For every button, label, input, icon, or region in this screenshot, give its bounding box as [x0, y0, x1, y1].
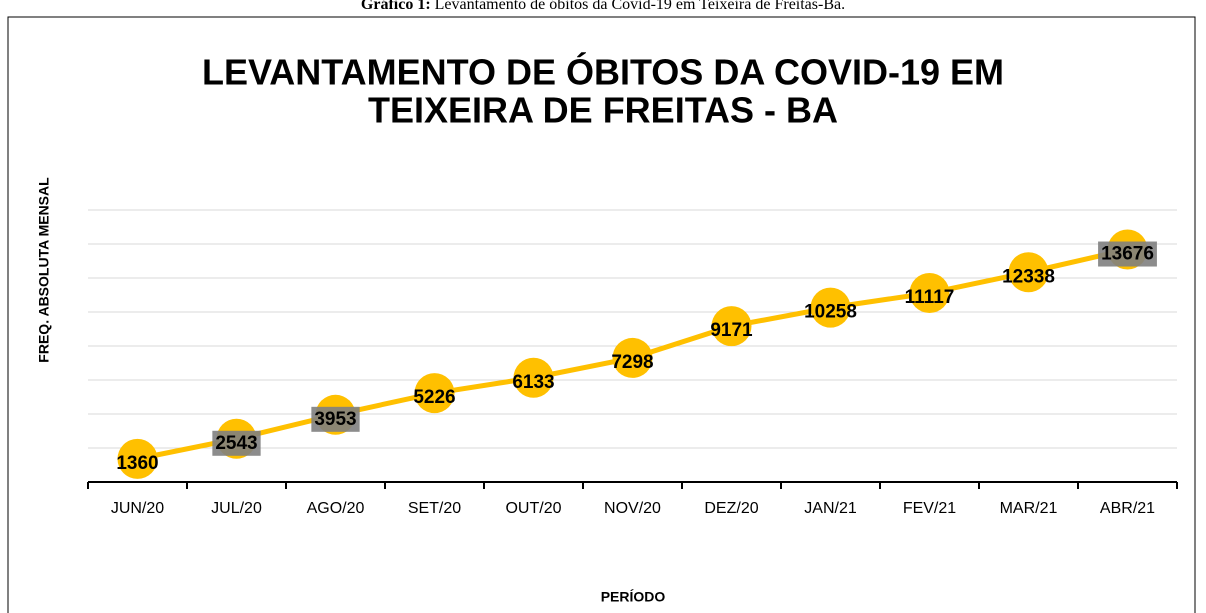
- data-label: 12338: [1002, 266, 1055, 287]
- data-label: 10258: [804, 302, 857, 323]
- x-tick-label: JUL/20: [211, 500, 262, 517]
- caption: Gráfico 1: Levantamento de óbitos da Cov…: [361, 0, 845, 13]
- x-tick-label: SET/20: [408, 500, 461, 517]
- data-label-box: [311, 406, 360, 432]
- x-tick-label: FEV/21: [903, 500, 956, 517]
- marker: [810, 287, 851, 328]
- data-label-box: [212, 430, 261, 456]
- data-label: 6133: [512, 372, 554, 393]
- chart-title: LEVANTAMENTO DE ÓBITOS DA COVID-19 EM: [202, 51, 1004, 93]
- x-axis-label: PERÍODO: [601, 589, 666, 605]
- data-label: 3953: [314, 409, 356, 430]
- x-tick-label: MAR/21: [1000, 500, 1058, 517]
- caption-text: Levantamento de óbitos da Covid-19 em Te…: [435, 0, 845, 13]
- data-label: 11117: [905, 287, 955, 308]
- marker: [711, 306, 752, 347]
- x-tick-label: JAN/21: [804, 500, 857, 517]
- marker: [513, 357, 554, 398]
- chart-frame: [7, 16, 1196, 613]
- x-tick-label: DEZ/20: [704, 500, 758, 517]
- marker: [909, 273, 950, 314]
- chart-title: TEIXEIRA DE FREITAS - BA: [368, 90, 838, 131]
- data-label: 7298: [611, 352, 653, 373]
- x-tick-label: AGO/20: [307, 500, 365, 517]
- x-tick-label: NOV/20: [604, 500, 661, 517]
- x-tick-label: JUN/20: [111, 500, 164, 517]
- x-tick-label: ABR/21: [1100, 500, 1155, 517]
- x-tick-label: OUT/20: [505, 500, 561, 517]
- marker: [612, 337, 653, 378]
- data-label: 2543: [215, 433, 257, 454]
- data-label: 9171: [710, 320, 753, 341]
- data-label: 1360: [116, 453, 158, 474]
- y-axis-label: FREQ. ABSOLUTA MENSAL: [36, 177, 52, 363]
- data-label: 5226: [413, 387, 455, 408]
- data-label-box: [1098, 241, 1157, 267]
- marker: [414, 373, 455, 414]
- data-label: 13676: [1101, 244, 1154, 265]
- marker: [117, 438, 158, 479]
- marker: [1008, 252, 1049, 293]
- caption-label: Gráfico 1:: [361, 0, 431, 13]
